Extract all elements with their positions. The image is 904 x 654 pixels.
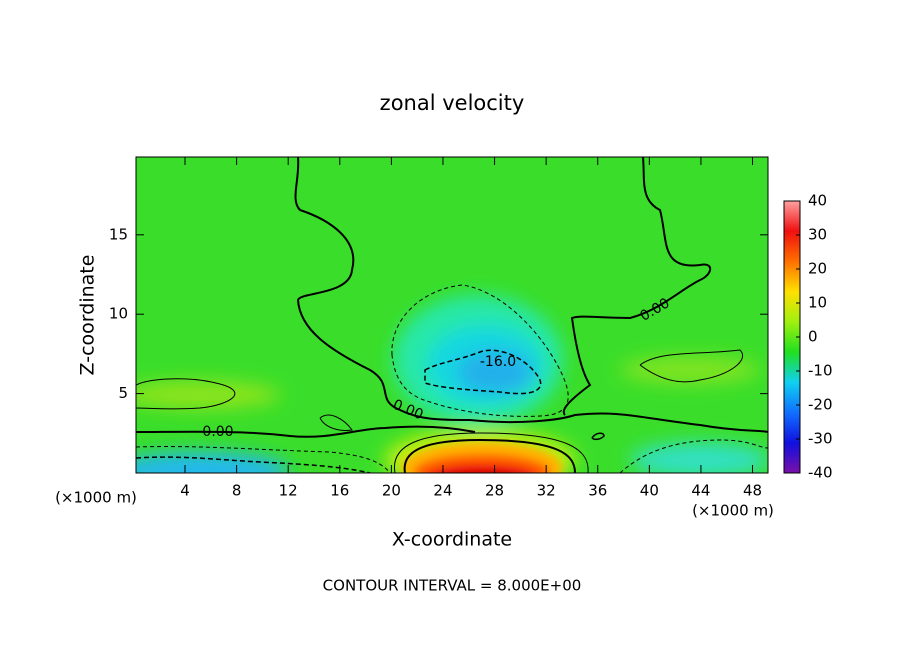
x-tick-label: 44 (691, 482, 710, 500)
colorbar-tick-label: -30 (808, 430, 833, 448)
y-tick-label: 15 (109, 225, 128, 243)
x-tick-label: 24 (433, 482, 452, 500)
contour-label: 0.00 (202, 424, 233, 440)
y-axis-label: Z-coordinate (77, 255, 99, 376)
colorbar-tick-label: 20 (808, 260, 827, 278)
x-tick-label: 40 (640, 482, 659, 500)
y-tick-label: 5 (118, 384, 128, 402)
plot-frame (135, 156, 769, 474)
contour-label: -16.0 (480, 354, 516, 370)
x-axis-label: X-coordinate (392, 529, 512, 551)
colorbar-tick-label: 10 (808, 294, 827, 312)
x-tick-label: 28 (485, 482, 504, 500)
x-tick-label: 4 (180, 482, 190, 500)
y-unit: (×1000 m) (55, 489, 137, 507)
colorbar-tick-label: 40 (808, 192, 827, 210)
contour-interval: CONTOUR INTERVAL = 8.000E+00 (323, 577, 582, 595)
contour-field (136, 157, 768, 473)
colorbar-tick-label: -40 (808, 464, 833, 482)
colorbar-tick-label: 30 (808, 226, 827, 244)
x-tick-label: 16 (330, 482, 349, 500)
y-tick-label: 10 (109, 305, 128, 323)
x-unit: (×1000 m) (692, 502, 774, 520)
x-tick-label: 32 (537, 482, 556, 500)
x-tick-label: 20 (382, 482, 401, 500)
colorbar-tick-label: -10 (808, 362, 833, 380)
x-tick-label: 12 (279, 482, 298, 500)
x-tick-label: 8 (232, 482, 242, 500)
colorbar-tick-label: 0 (808, 328, 818, 346)
chart-title: zonal velocity (380, 91, 525, 115)
x-tick-label: 36 (588, 482, 607, 500)
x-tick-label: 48 (743, 482, 762, 500)
colorbar-tick-label: -20 (808, 396, 833, 414)
